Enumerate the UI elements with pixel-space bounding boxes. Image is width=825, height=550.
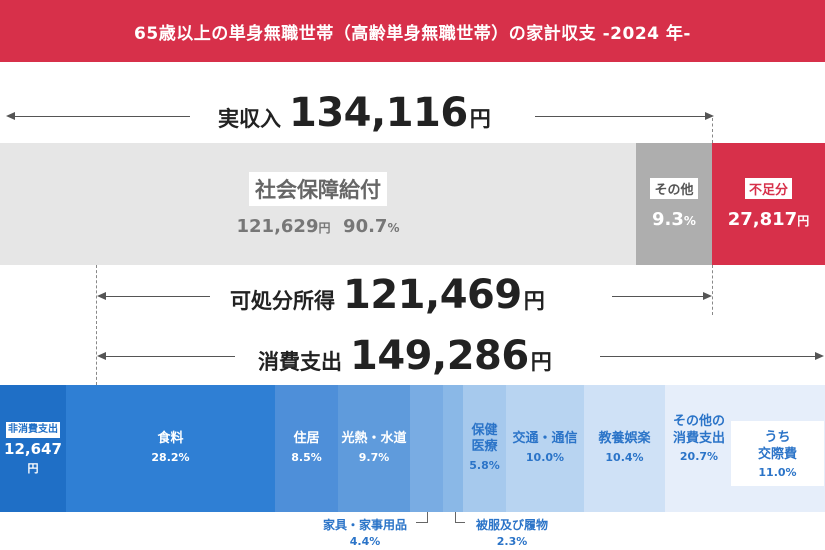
disposable-end-guide [712,265,713,315]
income-social-security: 社会保障給付 121,629円 90.7% [0,143,636,265]
consumption-arrow-right-line [600,356,816,357]
consumption-arrow-left-line [105,356,235,357]
income-arrow-right-head [705,112,714,120]
disposable-arrow-left-head [97,292,106,300]
other-consumption-text: その他の 消費支出 20.7% [665,413,733,463]
deficit-label: 不足分 [744,178,792,199]
medical-label-line1: 保健 [471,423,498,438]
segment-culture: 教養娯楽 10.4% [584,385,665,512]
clothing-percent: 2.3% [496,535,528,548]
food-percent: 28.2% [151,451,190,464]
segment-utilities: 光熱・水道 9.7% [338,385,410,512]
consumption-arrow-left-head [97,352,106,360]
disposable-arrow-right-head [703,292,712,300]
segment-furniture [410,385,443,512]
furniture-label: 家具・家事用品 [322,518,407,532]
disposable-arrow-right-line [612,296,703,297]
furniture-leader [416,512,428,523]
housing-percent: 8.5% [291,451,322,464]
consumption-value: 149,286 [350,333,529,379]
income-other-label: その他 [650,178,698,199]
income-total: 実収入 134,116 円 [218,90,491,136]
segment-housing: 住居 8.5% [275,385,338,512]
segment-food: 食料 28.2% [66,385,275,512]
clothing-ext-label: 被服及び履物 2.3% [462,516,562,548]
disposable-start-guide [96,265,97,385]
social-expenses-label-line1: うち [764,429,791,445]
disposable-label: 可処分所得 [230,289,335,313]
housing-label: 住居 [293,431,320,446]
other-consumption-percent: 20.7% [679,450,719,463]
income-arrow-left-line [14,116,190,117]
non-consumption-value: 12,647円 [4,439,62,475]
social-expenses-percent: 11.0% [758,465,797,479]
disposable-unit: 円 [523,289,545,313]
non-consumption-label: 非消費支出 [6,421,60,438]
income-other-value: 9.3% [652,209,696,230]
income-other: その他 9.3% [636,143,712,265]
segment-social-expenses: うち 交際費 11.0% [731,421,824,486]
medical-label-line2: 医療 [471,439,498,454]
segment-transport: 交通・通信 10.0% [506,385,584,512]
transport-percent: 10.0% [525,451,565,464]
income-total-label: 実収入 [218,107,281,131]
disposable-value: 121,469 [343,272,522,318]
food-label: 食料 [157,431,184,446]
deficit-value: 27,817円 [727,209,810,230]
furniture-percent: 4.4% [349,535,381,548]
other-consumption-label-line2: 消費支出 [672,431,725,446]
segment-medical: 保健 医療 5.8% [463,385,506,512]
furniture-ext-label: 家具・家事用品 4.4% [310,516,420,548]
culture-label: 教養娯楽 [598,431,651,446]
medical-percent: 5.8% [469,459,500,472]
consumption-total: 消費支出 149,286 円 [258,333,552,379]
consumption-arrow-right-head [815,352,824,360]
utilities-label: 光熱・水道 [341,431,407,446]
income-end-guide [712,118,713,143]
culture-percent: 10.4% [605,451,644,464]
other-consumption-label-line1: その他の [672,414,725,429]
consumption-label: 消費支出 [258,350,342,374]
clothing-label: 被服及び履物 [475,518,548,532]
social-security-label: 社会保障給付 [249,171,387,206]
income-total-value: 134,116 [289,90,468,136]
income-total-unit: 円 [469,107,491,131]
utilities-percent: 9.7% [358,451,390,464]
consumption-unit: 円 [530,350,552,374]
social-security-value: 121,629円 90.7% [236,215,400,237]
segment-clothing [443,385,463,512]
income-arrow-left-head [6,112,15,120]
social-expenses-label-line2: 交際費 [757,446,797,462]
clothing-leader [455,512,465,523]
income-arrow-right-line [535,116,705,117]
disposable-income: 可処分所得 121,469 円 [230,272,545,318]
transport-label: 交通・通信 [512,431,578,446]
income-deficit: 不足分 27,817円 [712,143,825,265]
page-title: 65歳以上の単身無職世帯（高齢単身無職世帯）の家計収支 -2024 年- [0,0,825,62]
disposable-arrow-left-line [105,296,210,297]
segment-non-consumption: 非消費支出 12,647円 [0,385,66,512]
